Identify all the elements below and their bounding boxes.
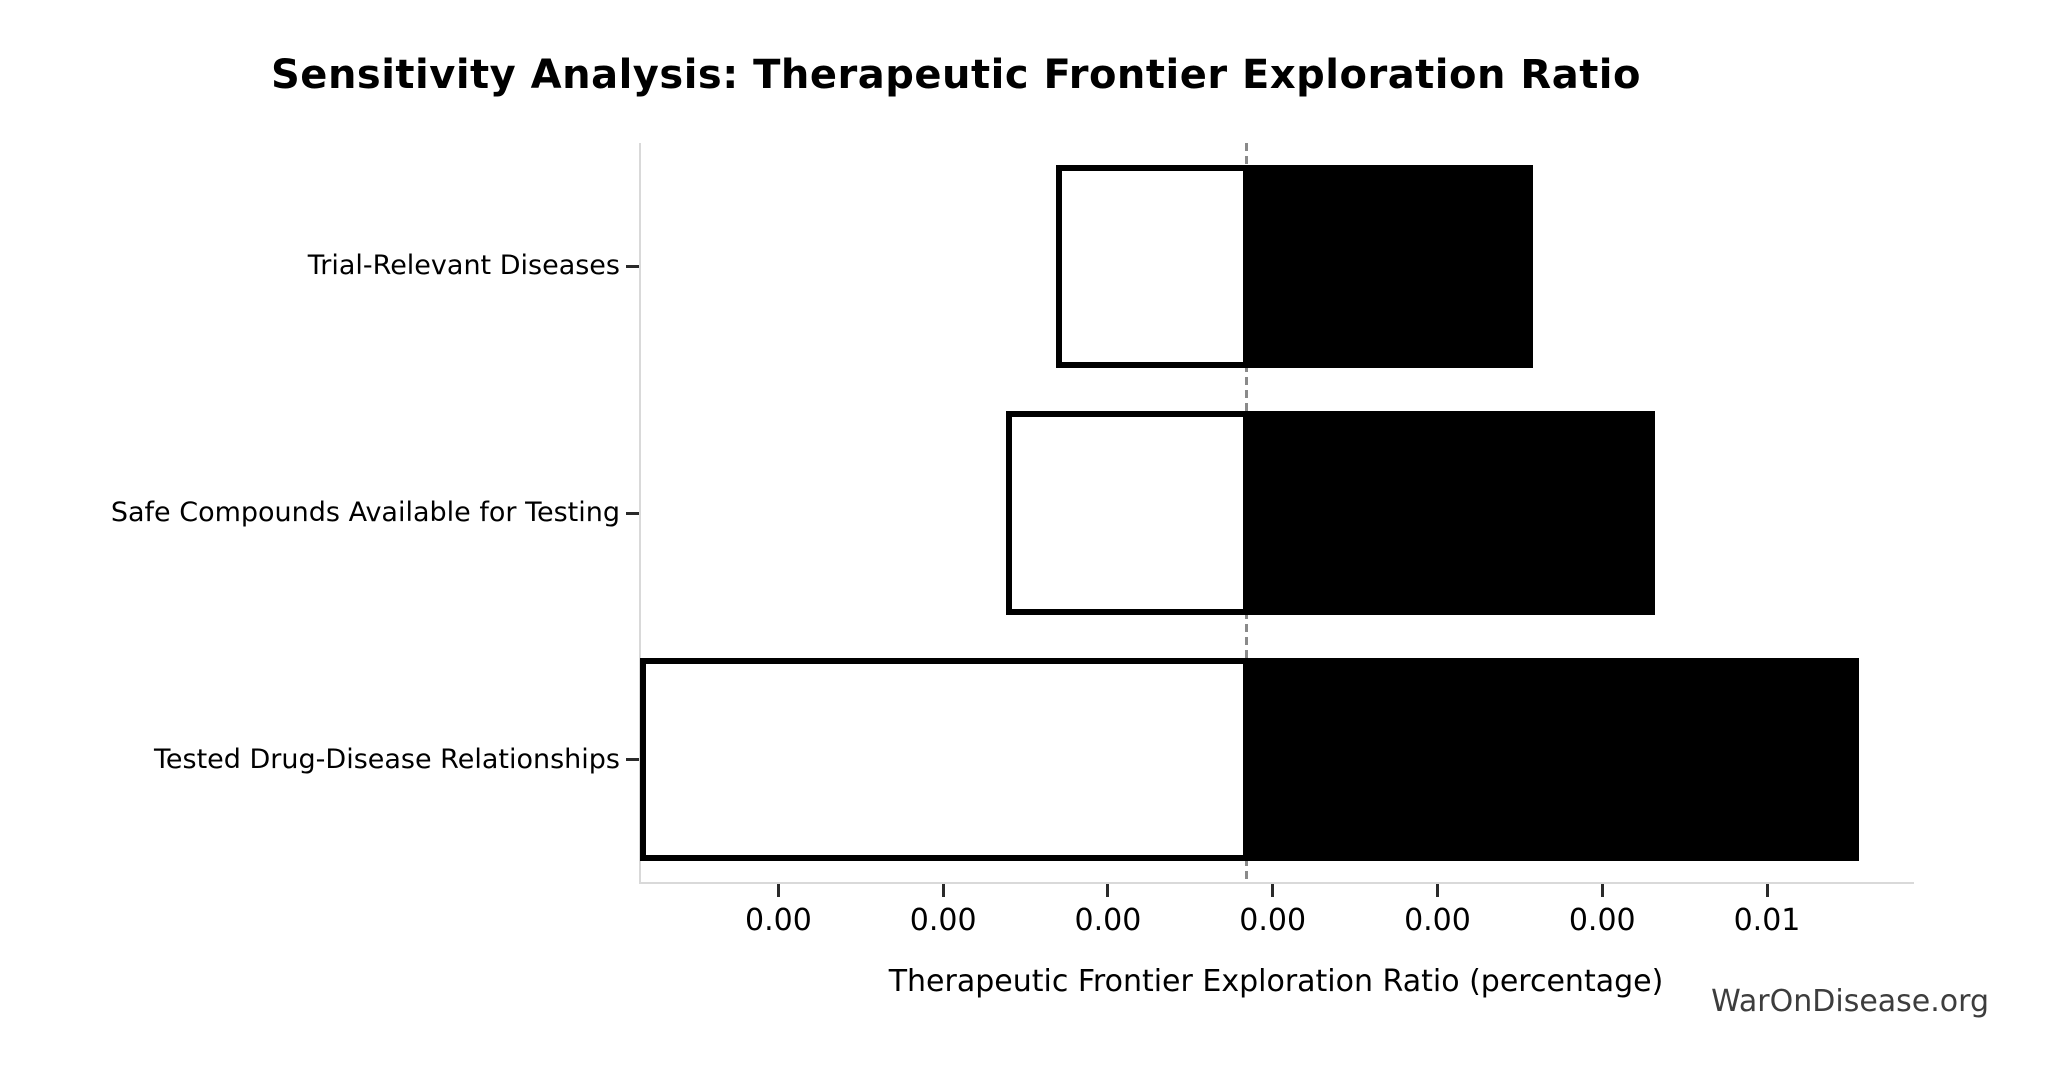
y-axis-spine xyxy=(639,143,641,884)
x-axis-tick xyxy=(941,884,945,897)
bar-high-segment xyxy=(1243,164,1533,368)
x-axis-tick xyxy=(1600,884,1604,897)
y-axis-category-label: Tested Drug-Disease Relationships xyxy=(154,743,620,775)
x-axis-spine xyxy=(639,882,1914,884)
x-axis-tick-label: 0.01 xyxy=(1733,903,1801,938)
y-axis-tick xyxy=(626,264,639,268)
chart-title: Sensitivity Analysis: Therapeutic Fronti… xyxy=(271,52,1641,98)
x-axis-tick-label: 0.00 xyxy=(1404,903,1471,938)
y-axis-category-label: Trial-Relevant Diseases xyxy=(307,250,620,282)
bar-low-segment xyxy=(1055,164,1250,368)
x-axis-tick-label: 0.00 xyxy=(909,903,977,938)
bar-high-segment xyxy=(1243,411,1655,615)
watermark: WarOnDisease.org xyxy=(1711,984,1989,1019)
x-axis-tick xyxy=(776,884,780,897)
x-axis-tick xyxy=(1765,884,1769,897)
y-axis-tick xyxy=(626,511,639,515)
x-axis-tick xyxy=(1435,884,1439,897)
bar-low-segment xyxy=(1006,411,1250,615)
y-axis-tick xyxy=(626,758,639,762)
y-axis-category-label: Safe Compounds Available for Testing xyxy=(110,497,620,528)
x-axis-tick-label: 0.00 xyxy=(1568,903,1636,938)
x-axis-tick-label: 0.00 xyxy=(1074,903,1142,938)
x-axis-tick-label: 0.00 xyxy=(1239,903,1307,938)
x-axis-tick xyxy=(1271,884,1275,897)
bar-high-segment xyxy=(1243,658,1859,862)
bar-low-segment xyxy=(640,658,1250,862)
x-axis-label: Therapeutic Frontier Exploration Ratio (… xyxy=(888,964,1664,999)
x-axis-tick-label: 0.00 xyxy=(744,903,812,938)
x-axis-tick xyxy=(1106,884,1110,897)
